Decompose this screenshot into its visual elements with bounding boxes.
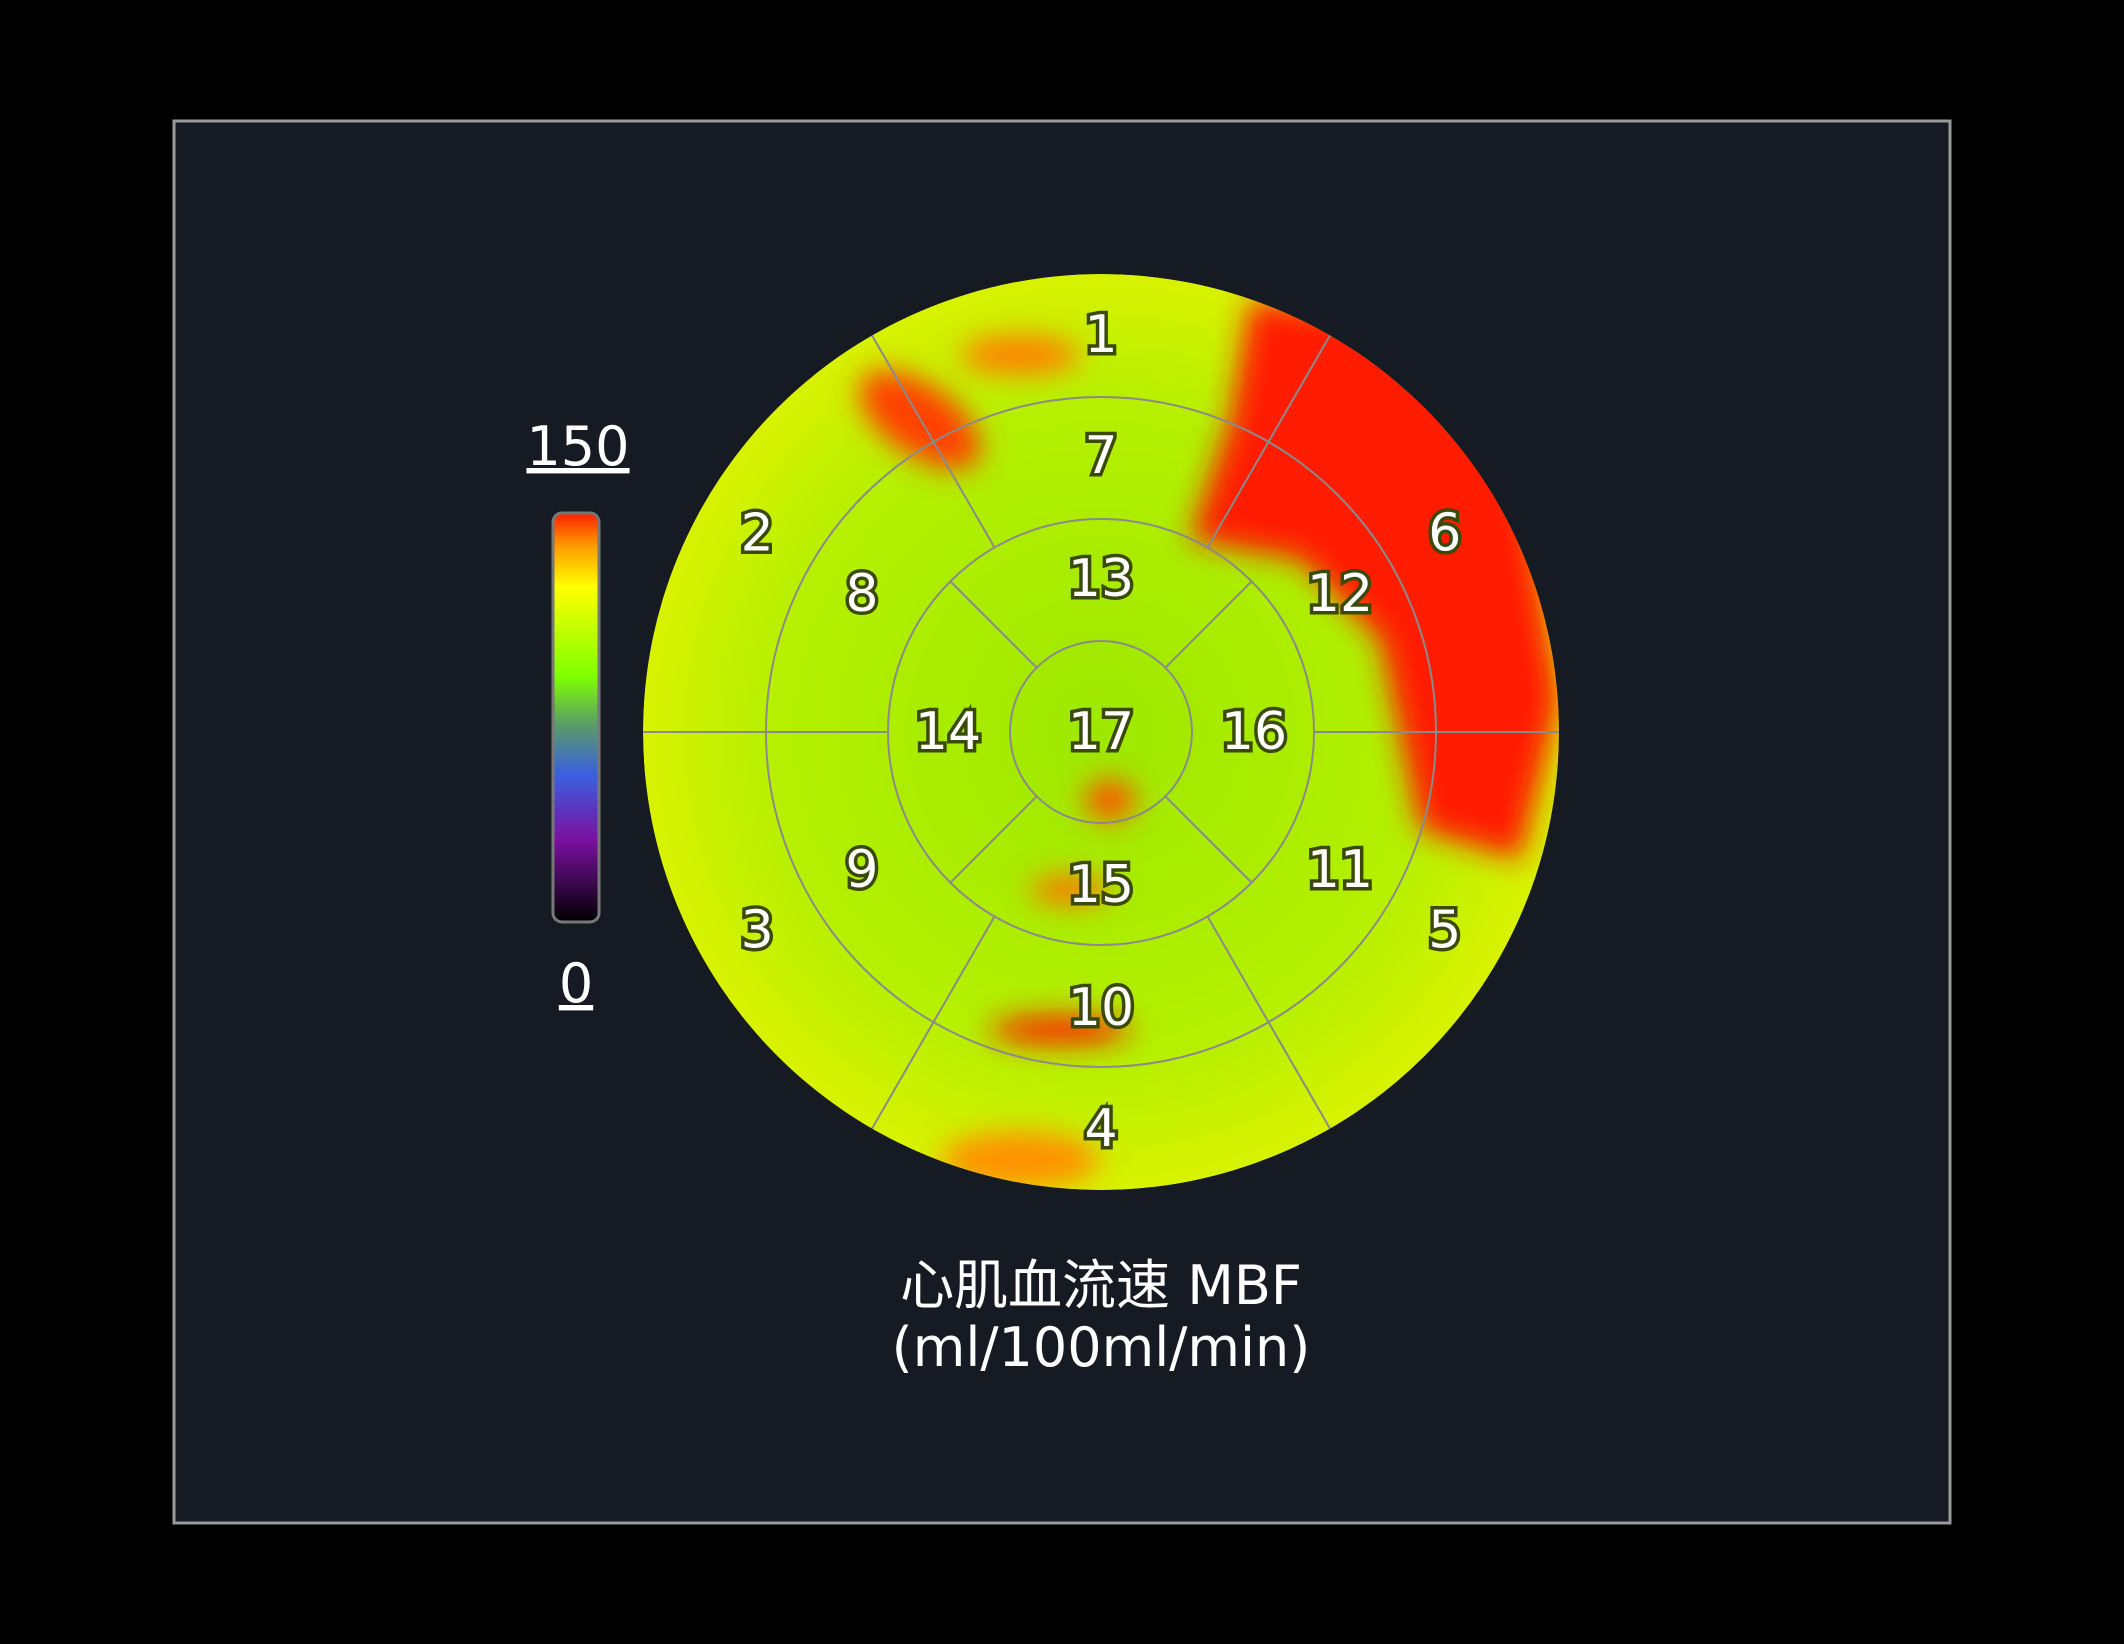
caption-unit: (ml/100ml/min): [892, 1316, 1311, 1379]
segment-border: [949, 795, 1038, 884]
caption-title: 心肌血流速 MBF: [900, 1254, 1302, 1317]
segment-label: 10: [1068, 978, 1134, 1038]
segment-label: 3: [741, 901, 774, 961]
polar-map: [643, 274, 1559, 1190]
segment-border: [1164, 795, 1253, 884]
segment-label: 7: [1084, 426, 1117, 486]
segment-label: 16: [1221, 702, 1287, 762]
segment-border: [1206, 334, 1331, 549]
colorbar-min: 0: [559, 952, 593, 1015]
segment-label: 9: [845, 840, 878, 900]
segment-border: [949, 580, 1038, 669]
segment-label: 1: [1084, 305, 1117, 365]
segment-label: 6: [1428, 504, 1461, 564]
segment-border: [1164, 580, 1253, 669]
segment-label: 4: [1084, 1099, 1117, 1159]
segment-border: [871, 915, 996, 1130]
segment-border: [871, 334, 996, 549]
colorbar-max: 150: [526, 415, 629, 478]
segment-label: 17: [1068, 702, 1134, 762]
segment-label: 5: [1428, 901, 1461, 961]
segment-label: 13: [1068, 549, 1134, 609]
segment-label: 12: [1307, 564, 1373, 624]
segment-border: [1206, 915, 1331, 1130]
segment-label: 8: [845, 564, 878, 624]
segment-label: 11: [1307, 840, 1373, 900]
segment-label: 2: [741, 504, 774, 564]
segment-label: 15: [1068, 855, 1134, 915]
segment-grid: [643, 334, 1559, 1130]
colorbar: [551, 511, 601, 924]
segment-label: 14: [915, 702, 981, 762]
ring: [1009, 640, 1193, 824]
